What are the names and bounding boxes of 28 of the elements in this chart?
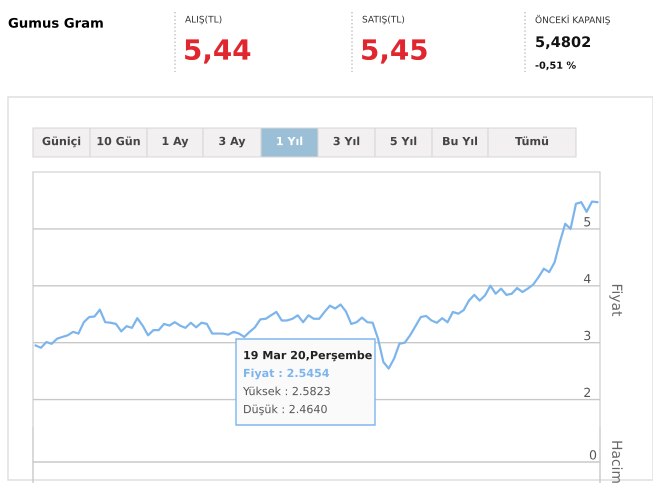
text: Hacim [612, 441, 623, 483]
text: 1 Ay [162, 136, 188, 148]
annotation: Fiyat : 2.5454 [244, 368, 329, 380]
text: -0,51 % [536, 61, 576, 70]
text: 5 Yıl [390, 136, 416, 146]
annotation: Yüksek : 2.5823 [242, 386, 330, 396]
y-tick-label: 4 [584, 274, 591, 284]
text: Bu Yıl [443, 136, 478, 146]
y-tick-label: 3 [584, 330, 590, 340]
y-tick-label: 2 [584, 388, 590, 397]
text: ÖNCEKİ KAPANIŞ [536, 14, 610, 25]
annotation: Düşük : 2.4640 [244, 404, 327, 416]
text: SATIŞ(TL) [362, 16, 404, 24]
text: Tümü [515, 136, 548, 146]
y-tick-label: 5 [584, 217, 590, 226]
text: 1 Yıl [277, 136, 302, 146]
text: 3 Ay [219, 136, 246, 148]
text: 5,45 [362, 39, 427, 64]
y-axis-title: Fiyat [609, 284, 623, 316]
text: Güniçi [42, 136, 80, 148]
text: 10 Gün [98, 136, 140, 146]
text: 5,44 [185, 39, 250, 64]
text: 3 Yıl [334, 136, 360, 146]
annotation: 19 Mar 20,Perşembe [244, 350, 372, 362]
chart-title: Gumus Gram [8, 18, 103, 28]
text: ALIŞ(TL) [185, 16, 222, 24]
text: 5,4802 [536, 36, 590, 50]
text: 0 [590, 450, 596, 460]
